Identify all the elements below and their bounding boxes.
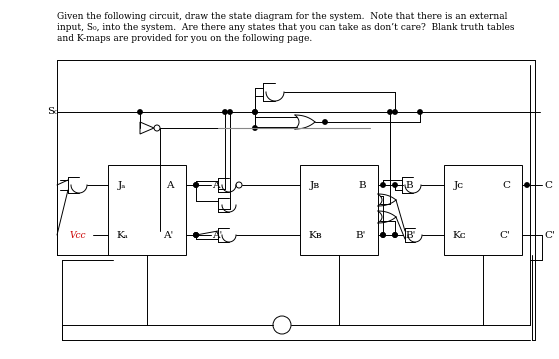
Circle shape: [388, 110, 392, 114]
Text: Jₐ: Jₐ: [118, 181, 126, 190]
Text: Kᴄ: Kᴄ: [452, 230, 466, 239]
Bar: [444, 165, 522, 255]
Circle shape: [393, 233, 397, 237]
Bar: [108, 165, 186, 255]
Text: Jᴄ: Jᴄ: [454, 181, 464, 190]
Text: B: B: [405, 181, 413, 190]
Circle shape: [393, 233, 397, 237]
Circle shape: [253, 110, 257, 114]
Circle shape: [253, 126, 257, 130]
Circle shape: [194, 233, 198, 237]
Circle shape: [194, 233, 198, 237]
Circle shape: [194, 183, 198, 187]
Text: B': B': [405, 230, 415, 239]
Text: C: C: [502, 181, 510, 190]
Text: A': A': [163, 230, 173, 239]
Text: Kʙ: Kʙ: [308, 230, 321, 239]
Circle shape: [381, 233, 385, 237]
Bar: [300, 165, 378, 255]
Circle shape: [223, 110, 227, 114]
Text: Vcc: Vcc: [70, 230, 87, 239]
Circle shape: [393, 183, 397, 187]
Circle shape: [194, 183, 198, 187]
Circle shape: [323, 120, 327, 124]
Text: Given the following circuit, draw the state diagram for the system.  Note that t: Given the following circuit, draw the st…: [57, 12, 508, 21]
Circle shape: [381, 233, 385, 237]
Circle shape: [228, 110, 232, 114]
Text: input, S₀, into the system.  Are there any states that you can take as don’t car: input, S₀, into the system. Are there an…: [57, 23, 514, 32]
Circle shape: [418, 110, 422, 114]
Circle shape: [525, 183, 529, 187]
Text: C': C': [499, 230, 510, 239]
Circle shape: [393, 110, 397, 114]
Circle shape: [138, 110, 142, 114]
Text: B: B: [358, 181, 366, 190]
Text: C': C': [544, 230, 555, 239]
Text: and K-maps are provided for you on the following page.: and K-maps are provided for you on the f…: [57, 34, 312, 43]
Text: B': B': [355, 230, 366, 239]
Text: S₀: S₀: [47, 107, 58, 117]
Text: Kₐ: Kₐ: [116, 230, 128, 239]
Circle shape: [194, 233, 198, 237]
Text: A: A: [212, 181, 220, 190]
Text: A': A': [212, 230, 222, 239]
Text: C: C: [544, 181, 552, 190]
Circle shape: [253, 110, 257, 114]
Text: A: A: [166, 181, 173, 190]
Text: Jʙ: Jʙ: [310, 181, 320, 190]
Circle shape: [381, 183, 385, 187]
